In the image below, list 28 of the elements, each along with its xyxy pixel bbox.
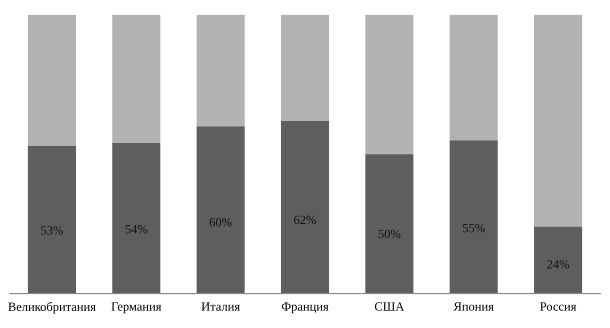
bar — [196, 14, 245, 126]
bar — [28, 14, 76, 146]
bar — [450, 14, 498, 140]
bar — [534, 14, 582, 227]
x-tick-label: Россия — [540, 302, 576, 311]
data-label: 54% — [126, 225, 148, 234]
bar — [450, 140, 498, 294]
data-label: 24% — [547, 260, 570, 269]
bar — [112, 143, 160, 294]
x-tick-label: Великобритания — [8, 302, 96, 314]
data-label: 60% — [210, 218, 232, 226]
x-tick-label: Германия — [111, 302, 162, 314]
bar — [365, 14, 414, 154]
bar — [196, 126, 245, 294]
data-label: 62% — [294, 216, 316, 224]
bar — [280, 120, 330, 294]
bar — [112, 14, 160, 144]
data-label: 55% — [462, 224, 485, 232]
data-label: 50% — [378, 230, 400, 238]
bar — [280, 14, 330, 121]
x-tick-label: Италия — [202, 302, 240, 311]
x-tick-label: США — [374, 302, 404, 311]
x-tick-label: Япония — [454, 302, 494, 311]
data-label: 53% — [41, 226, 63, 235]
bar — [534, 226, 582, 294]
bar — [365, 154, 414, 294]
bar — [28, 146, 76, 294]
x-tick-label: Франция — [282, 302, 329, 314]
